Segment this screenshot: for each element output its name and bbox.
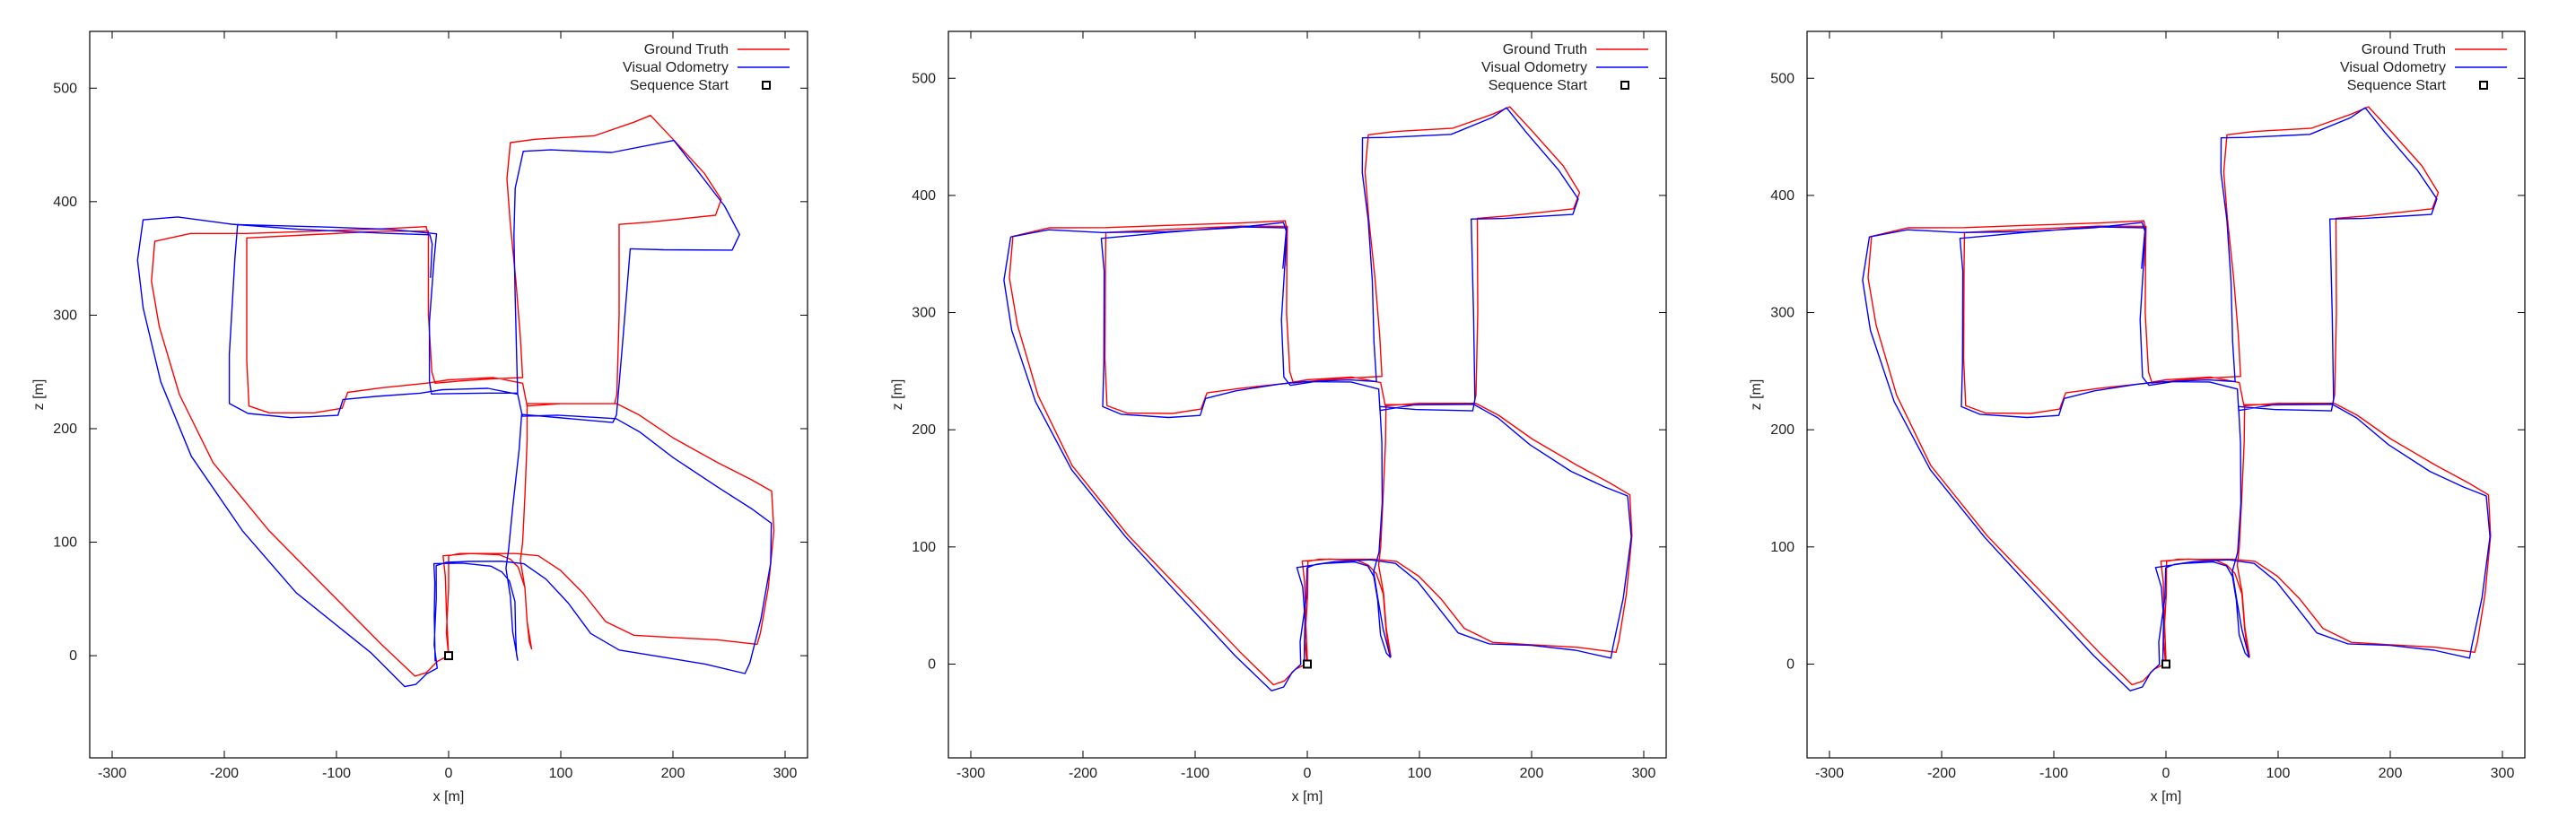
- trajectory-chart-1: -300 -200 -100 0 100 200 300 0 100 200 300 400 500 x …: [31, 30, 808, 804]
- y-tick-label: 500: [1770, 71, 1794, 86]
- ground-truth-line: [151, 114, 775, 677]
- y-tick-label: 100: [912, 540, 936, 555]
- x-axis-label: x [m]: [433, 789, 465, 804]
- y-tick-label: 100: [1770, 540, 1794, 555]
- sequence-start-marker: [2161, 659, 2170, 669]
- visual-odometry-line: [136, 139, 773, 688]
- y-tick-label: 0: [69, 648, 77, 664]
- legend-label: Sequence Start: [630, 78, 729, 93]
- y-tick-label: 200: [53, 422, 77, 437]
- ground-truth-line: [1009, 106, 1633, 686]
- legend-label: Visual Odometry: [623, 60, 729, 75]
- x-tick-label: -300: [98, 766, 127, 781]
- y-tick-label: 100: [53, 535, 77, 551]
- chart-panel-3: -300 -200 -100 0 100 200 300 0 100 200 300 400 500 x …: [1717, 0, 2576, 826]
- legend-marker: [1620, 81, 1629, 90]
- x-tick-label: -100: [1181, 766, 1209, 781]
- legend-label: Visual Odometry: [1481, 60, 1587, 75]
- x-tick-label: -100: [322, 766, 351, 781]
- x-tick-label: 300: [1632, 766, 1656, 781]
- y-tick-label: 500: [912, 71, 936, 86]
- visual-odometry-line: [1003, 107, 1632, 691]
- y-tick-label: 300: [1770, 306, 1794, 321]
- chart-panel-1: -300 -200 -100 0 100 200 300 0 100 200 300 400 500 x …: [0, 0, 859, 826]
- y-tick-label: 300: [912, 306, 936, 321]
- x-tick-label: -200: [1927, 766, 1956, 781]
- x-tick-label: 100: [2266, 766, 2291, 781]
- x-tick-label: 0: [2162, 766, 2170, 781]
- y-tick-label: 500: [53, 81, 77, 96]
- legend-label: Sequence Start: [2347, 78, 2447, 93]
- x-tick-label: 200: [661, 766, 685, 781]
- x-tick-label: 0: [1304, 766, 1312, 781]
- legend-label: Sequence Start: [1489, 78, 1588, 93]
- legend-marker: [762, 81, 771, 90]
- y-tick-label: 0: [1786, 656, 1794, 672]
- trajectory-chart-3: -300 -200 -100 0 100 200 300 0 100 200 300 400 500 x …: [1749, 30, 2526, 804]
- x-tick-label: -300: [1815, 766, 1844, 781]
- x-tick-label: -200: [210, 766, 239, 781]
- y-tick-label: 400: [912, 188, 936, 204]
- trajectory-chart-2: -300 -200 -100 0 100 200 300 0 100 200 300 400 500 x …: [890, 30, 1667, 804]
- y-tick-label: 200: [1770, 422, 1794, 438]
- ground-truth-line: [1867, 106, 2492, 686]
- x-tick-label: 0: [445, 766, 453, 781]
- x-tick-label: 300: [773, 766, 798, 781]
- x-tick-label: 200: [1520, 766, 1544, 781]
- x-tick-label: 100: [1408, 766, 1432, 781]
- legend-label: Ground Truth: [1503, 42, 1587, 57]
- x-tick-label: -200: [1069, 766, 1097, 781]
- y-tick-label: 0: [928, 656, 936, 672]
- x-tick-label: -100: [2039, 766, 2068, 781]
- x-axis-label: x [m]: [2151, 789, 2182, 804]
- visual-odometry-line: [1862, 107, 2491, 691]
- y-axis-label: z [m]: [1749, 379, 1764, 411]
- y-tick-label: 400: [53, 195, 77, 210]
- x-axis-label: x [m]: [1292, 789, 1323, 804]
- x-tick-label: 200: [2379, 766, 2403, 781]
- x-tick-label: 300: [2491, 766, 2515, 781]
- y-axis-label: z [m]: [31, 379, 47, 411]
- x-tick-label: 100: [549, 766, 573, 781]
- x-tick-label: -300: [956, 766, 985, 781]
- chart-panel-2: -300 -200 -100 0 100 200 300 0 100 200 300 400 500 x …: [859, 0, 1717, 826]
- legend-label: Visual Odometry: [2340, 60, 2446, 75]
- sequence-start-marker: [1303, 659, 1312, 669]
- legend-label: Ground Truth: [2362, 42, 2446, 57]
- sequence-start-marker: [444, 651, 453, 661]
- y-tick-label: 300: [53, 308, 77, 323]
- legend-label: Ground Truth: [644, 42, 729, 57]
- y-axis-label: z [m]: [890, 379, 905, 411]
- y-tick-label: 400: [1770, 188, 1794, 204]
- legend-marker: [2479, 81, 2488, 90]
- y-tick-label: 200: [912, 422, 936, 438]
